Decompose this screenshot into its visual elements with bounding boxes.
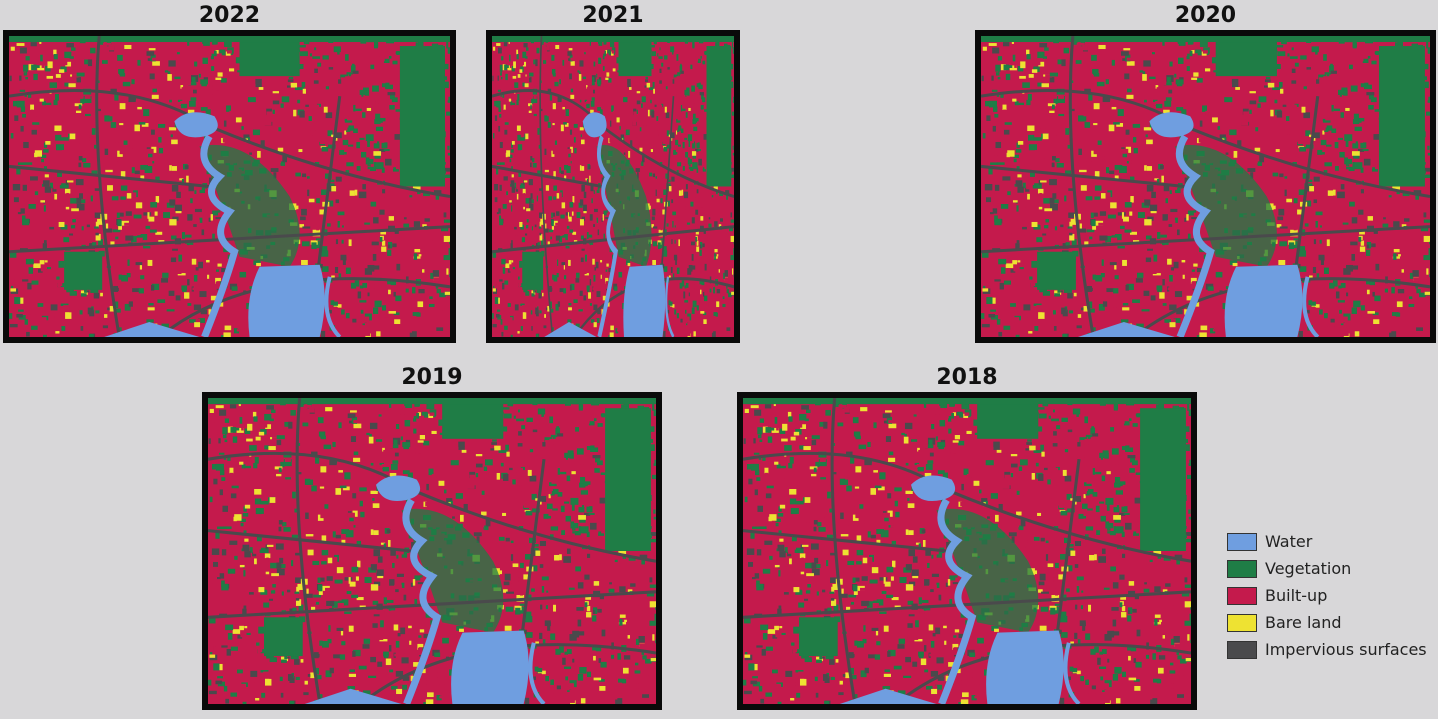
- panel-title: 2019: [401, 365, 463, 390]
- map-frame: [737, 392, 1197, 710]
- map-frame: [486, 30, 740, 343]
- legend-swatch: [1227, 586, 1257, 605]
- legend-item: Vegetation: [1227, 555, 1427, 582]
- legend-label: Impervious surfaces: [1265, 640, 1427, 659]
- map-frame: [3, 30, 456, 343]
- legend-item: Water: [1227, 528, 1427, 555]
- legend-swatch: [1227, 640, 1257, 659]
- legend-label: Built-up: [1265, 586, 1328, 605]
- land-cover-map: [9, 36, 450, 337]
- map-image: [208, 398, 656, 704]
- legend-item: Impervious surfaces: [1227, 636, 1427, 663]
- legend: Water Vegetation Built-up Bare land Impervio…: [1227, 528, 1427, 663]
- map-image: [9, 36, 450, 337]
- land-cover-map: [492, 36, 734, 337]
- panel-title: 2018: [936, 365, 998, 390]
- land-cover-map: [208, 398, 656, 704]
- map-image: [743, 398, 1191, 704]
- map-panel: 2020: [975, 3, 1436, 343]
- map-panel: 2019: [202, 365, 662, 710]
- legend-item: Built-up: [1227, 582, 1427, 609]
- map-image: [492, 36, 734, 337]
- legend-swatch: [1227, 613, 1257, 632]
- legend-label: Vegetation: [1265, 559, 1352, 578]
- legend-label: Water: [1265, 532, 1313, 551]
- legend-swatch: [1227, 559, 1257, 578]
- map-image: [981, 36, 1430, 337]
- map-panel: 2021: [486, 3, 740, 343]
- map-panel: 2022: [3, 3, 456, 343]
- panel-title: 2021: [582, 3, 644, 28]
- map-frame: [202, 392, 662, 710]
- map-panel: 2018: [737, 365, 1197, 710]
- legend-swatch: [1227, 532, 1257, 551]
- legend-label: Bare land: [1265, 613, 1342, 632]
- land-cover-map: [743, 398, 1191, 704]
- map-frame: [975, 30, 1436, 343]
- land-cover-map: [981, 36, 1430, 337]
- legend-item: Bare land: [1227, 609, 1427, 636]
- panel-title: 2020: [1174, 3, 1237, 28]
- panel-title: 2022: [198, 3, 261, 28]
